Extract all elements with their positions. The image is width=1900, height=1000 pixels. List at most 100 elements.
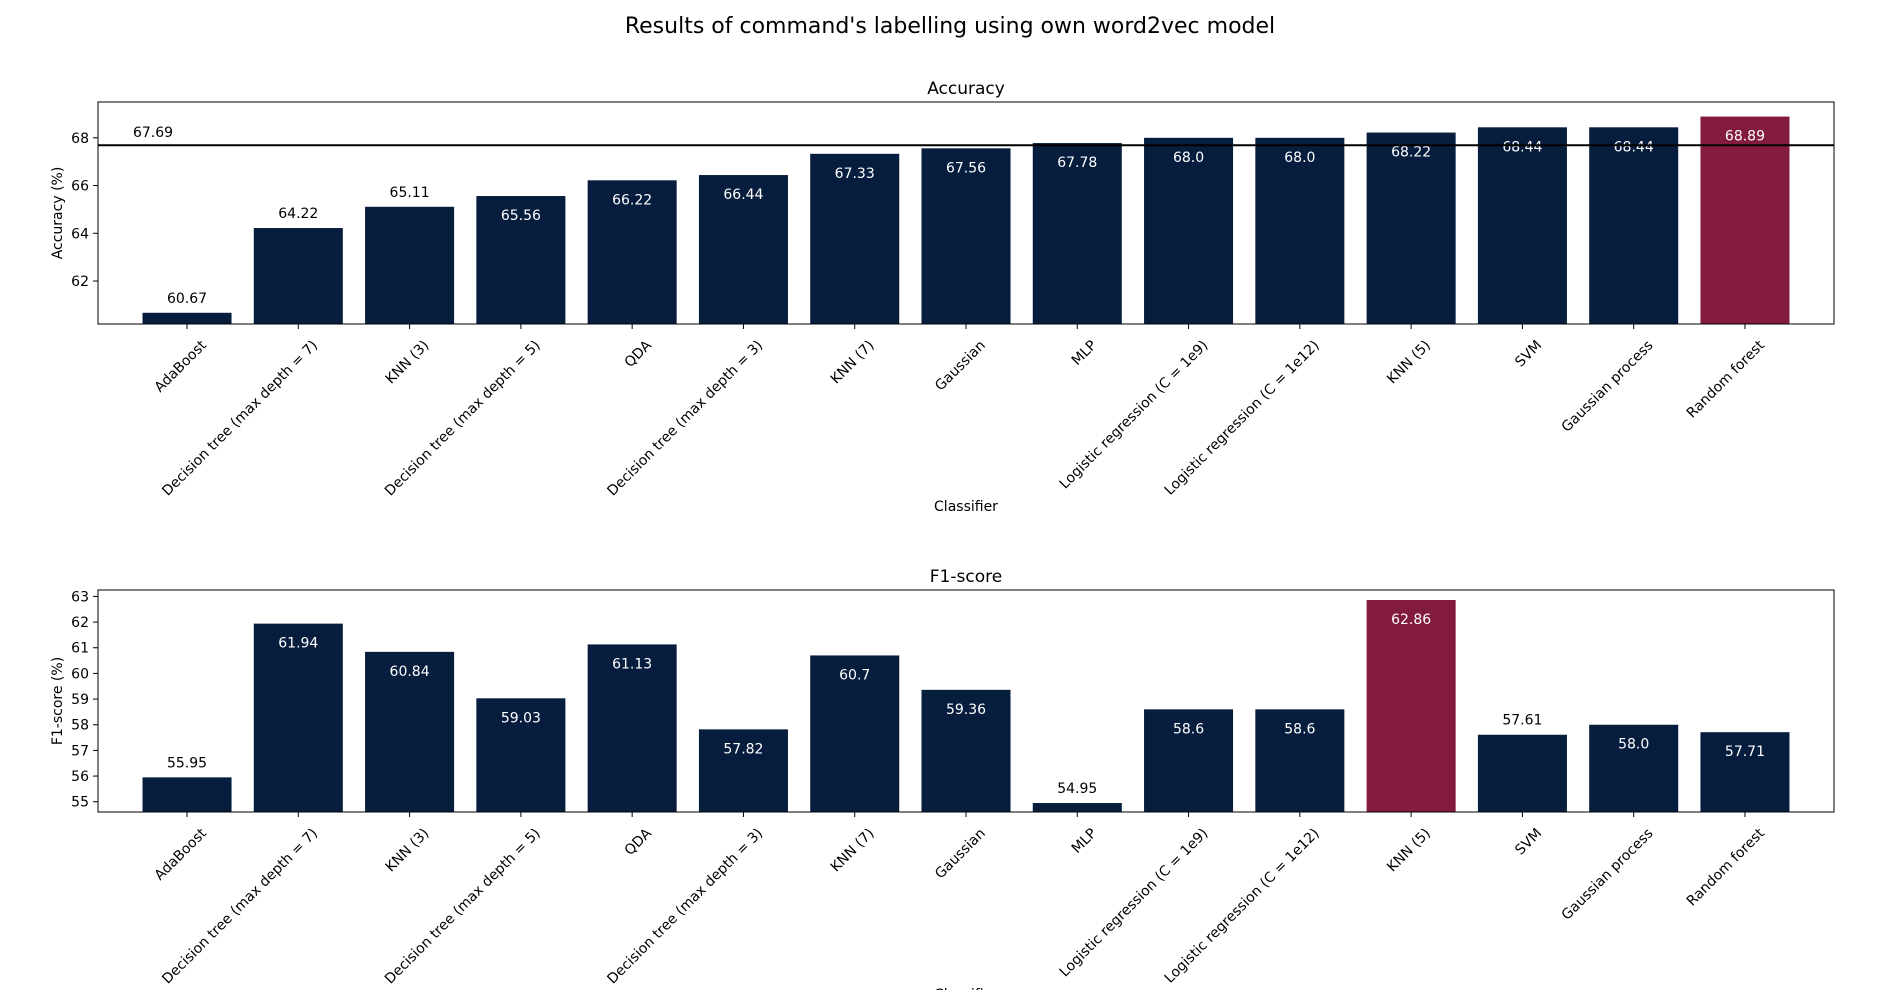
bar <box>1700 116 1790 325</box>
x-tick-label: KNN (5) <box>1384 826 1434 876</box>
bar <box>1032 143 1122 324</box>
bar <box>253 623 343 812</box>
bar <box>1366 600 1456 812</box>
y-tick-label: 63 <box>71 589 89 605</box>
x-tick-label: QDA <box>622 337 656 371</box>
x-tick-label: MLP <box>1069 826 1100 857</box>
bar <box>365 651 455 812</box>
data-label: 61.13 <box>612 656 652 672</box>
data-label: 57.71 <box>1725 744 1765 760</box>
data-label: 60.7 <box>839 667 870 683</box>
bar <box>921 689 1011 812</box>
reference-line-label: 67.69 <box>133 125 173 141</box>
data-label: 66.44 <box>723 187 763 203</box>
data-label: 68.22 <box>1391 145 1431 161</box>
bar <box>1366 132 1456 324</box>
bar <box>1032 803 1122 812</box>
bar <box>921 148 1011 324</box>
data-label: 62.86 <box>1391 612 1431 628</box>
data-label: 57.61 <box>1502 713 1542 729</box>
x-tick-label: AdaBoost <box>152 825 211 884</box>
data-label: 66.22 <box>612 192 652 208</box>
f1-score-chart: F1-score 55.95 61.94 60.84 59.03 61.13 57.82 60… <box>50 567 1835 990</box>
y-tick-label: 60 <box>71 666 89 682</box>
data-label: 60.84 <box>390 664 430 680</box>
data-label: 68.44 <box>1614 139 1654 155</box>
data-label: 58.0 <box>1618 737 1649 753</box>
bar <box>1144 709 1234 812</box>
bar <box>810 153 900 324</box>
bar <box>587 180 677 324</box>
y-tick-label: 62 <box>71 615 89 631</box>
y-tick-label: 68 <box>71 131 89 147</box>
y-axis-label: Accuracy (%) <box>50 167 66 260</box>
x-tick-label: SVM <box>1512 338 1545 371</box>
x-axis-label: Classifier <box>934 499 998 515</box>
x-tick-label: Gaussian <box>932 826 989 883</box>
data-label: 65.56 <box>501 208 541 224</box>
data-label: 58.6 <box>1284 721 1315 737</box>
data-label: 68.44 <box>1502 139 1542 155</box>
data-label: 60.67 <box>167 291 207 307</box>
bar <box>253 228 343 324</box>
data-label: 54.95 <box>1057 781 1097 797</box>
x-tick-label: MLP <box>1069 338 1100 369</box>
bar <box>142 312 232 324</box>
data-label: 61.94 <box>278 636 318 652</box>
bar <box>698 729 788 812</box>
y-tick-label: 66 <box>71 179 89 195</box>
bar <box>1477 734 1567 812</box>
y-tick-label: 61 <box>71 641 89 657</box>
bar <box>1589 127 1679 324</box>
bar <box>587 644 677 812</box>
y-axis-label: F1-score (%) <box>50 657 66 745</box>
data-label: 59.03 <box>501 710 541 726</box>
x-tick-label: Random forest <box>1684 337 1768 421</box>
y-tick-label: 57 <box>71 743 89 759</box>
x-tick-label: QDA <box>622 825 656 859</box>
y-tick-label: 59 <box>71 692 89 708</box>
data-label: 64.22 <box>278 206 318 222</box>
x-tick-label: SVM <box>1512 826 1545 859</box>
y-tick-label: 64 <box>71 226 89 242</box>
x-tick-label: KNN (7) <box>828 826 878 876</box>
data-label: 55.95 <box>167 755 207 771</box>
data-label: 68.0 <box>1173 150 1204 166</box>
subplot-title: Accuracy <box>927 79 1005 99</box>
x-tick-label: KNN (7) <box>828 338 878 388</box>
bar <box>476 698 566 812</box>
data-label: 58.6 <box>1173 721 1204 737</box>
bar <box>1589 724 1679 812</box>
bar <box>1255 709 1345 812</box>
x-axis-label: Classifier <box>934 987 998 990</box>
data-label: 68.0 <box>1284 150 1315 166</box>
accuracy-chart: Accuracy 60.67 64.22 65.11 65.56 66.22 66.44 67… <box>50 79 1835 515</box>
data-label: 59.36 <box>946 702 986 718</box>
x-tick-label: Gaussian <box>932 338 989 395</box>
data-label: 67.56 <box>946 160 986 176</box>
y-tick-label: 55 <box>71 795 89 811</box>
data-label: 65.11 <box>390 185 430 201</box>
y-tick-label: 62 <box>71 274 89 290</box>
bar <box>810 655 900 812</box>
data-label: 67.78 <box>1057 155 1097 171</box>
y-tick-label: 58 <box>71 718 89 734</box>
x-tick-label: Random forest <box>1684 825 1768 909</box>
bar <box>1700 732 1790 812</box>
x-tick-label: Gaussian process <box>1559 338 1657 436</box>
bar <box>1255 137 1345 324</box>
x-tick-label: KNN (5) <box>1384 338 1434 388</box>
bar <box>476 196 566 324</box>
bar <box>698 175 788 324</box>
x-tick-label: KNN (3) <box>383 826 433 876</box>
data-label: 67.33 <box>835 166 875 182</box>
bar <box>1144 137 1234 324</box>
subplot-title: F1-score <box>930 567 1002 587</box>
bar <box>365 206 455 324</box>
y-tick-label: 56 <box>71 769 89 785</box>
data-label: 68.89 <box>1725 129 1765 145</box>
bar <box>1477 127 1567 324</box>
x-tick-label: Gaussian process <box>1559 826 1657 924</box>
x-tick-label: KNN (3) <box>383 338 433 388</box>
x-tick-label: AdaBoost <box>152 337 211 396</box>
